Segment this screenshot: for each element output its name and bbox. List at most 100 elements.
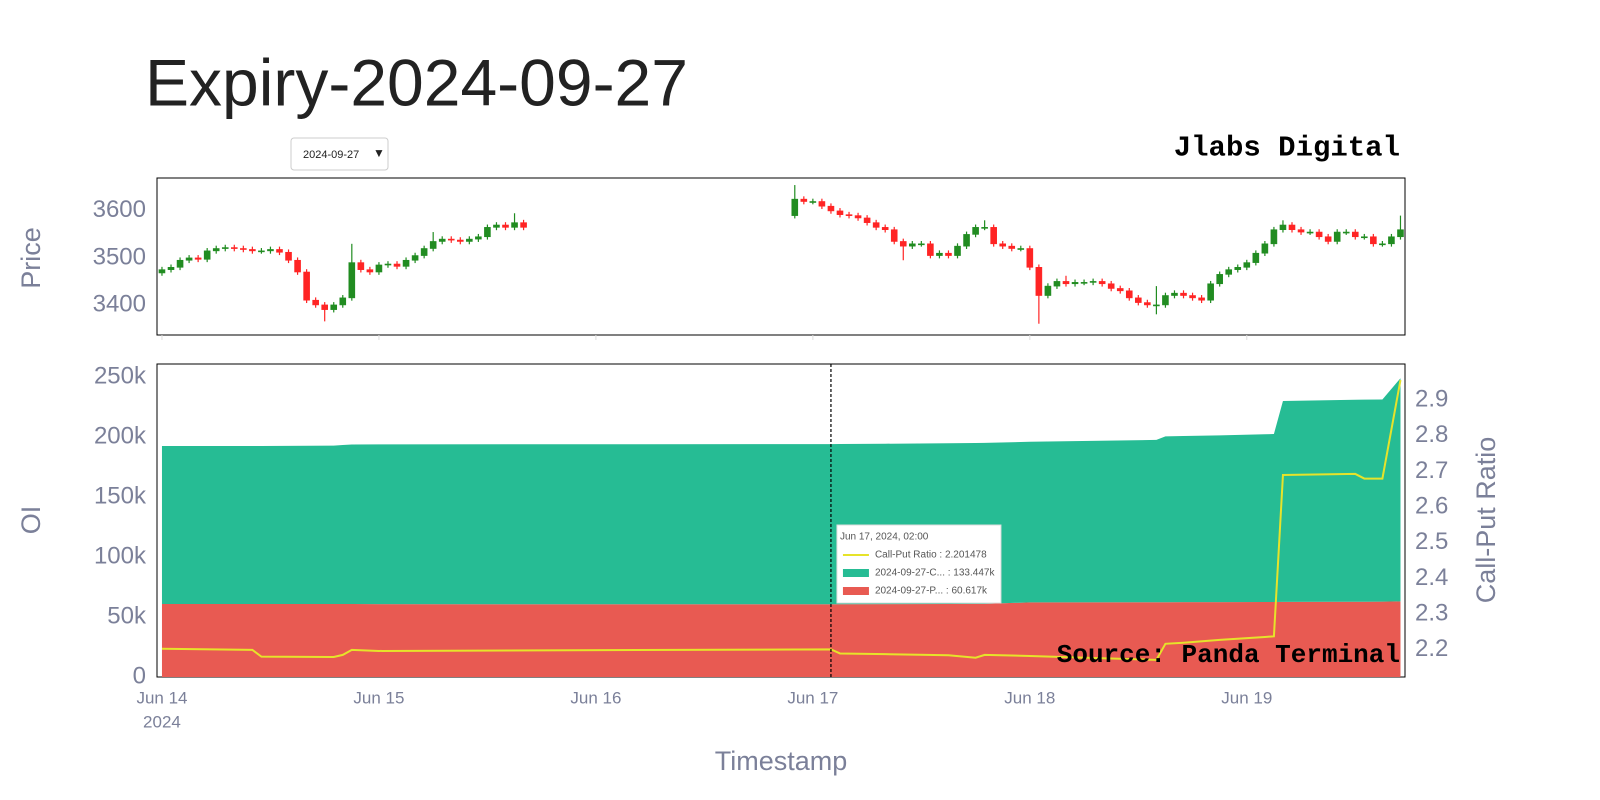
candle-body — [1035, 267, 1043, 296]
candle-body — [981, 227, 988, 229]
y-tick-label: 50k — [107, 602, 147, 629]
candle-body — [1225, 269, 1233, 275]
candle-body — [1216, 274, 1223, 285]
y2-tick-label: 2.7 — [1415, 457, 1448, 484]
y-tick-label: 150k — [94, 482, 147, 509]
candle-body — [447, 238, 455, 241]
candle-body — [249, 249, 256, 252]
candle-body — [1144, 302, 1151, 306]
candle-body — [240, 248, 247, 250]
candle-body — [890, 229, 898, 242]
candle-body — [1315, 231, 1323, 238]
candle-body — [221, 247, 229, 249]
candle-body — [1379, 243, 1386, 246]
candle-body — [294, 259, 301, 273]
candle-body — [1008, 245, 1016, 249]
tooltip-swatch — [842, 587, 869, 595]
candle-body — [909, 243, 916, 247]
candle-body — [800, 198, 808, 202]
candle-body — [1116, 288, 1124, 292]
candle-body — [1180, 292, 1187, 296]
y2-tick-label: 2.2 — [1415, 635, 1448, 662]
candle-body — [1279, 224, 1287, 231]
candle-body — [918, 243, 925, 246]
candle-body — [375, 264, 383, 273]
candle-body — [1125, 290, 1133, 299]
candle-body — [1306, 231, 1314, 234]
candle-body — [1135, 297, 1142, 303]
candle-body — [502, 224, 509, 228]
candle-body — [1026, 248, 1034, 268]
y-tick-label: 3400 — [93, 290, 146, 317]
candle-body — [791, 198, 799, 216]
candle-body — [854, 215, 862, 219]
dropdown[interactable]: 2024-09-27 ▼ — [290, 137, 389, 171]
candle-body — [936, 252, 943, 256]
candle-body — [954, 245, 961, 256]
x-axis-title: Timestamp — [715, 746, 848, 776]
candle-body — [348, 262, 356, 299]
y-axis-title: OI — [16, 506, 46, 535]
x-tick-label: Jun 14 — [136, 688, 187, 707]
candle-body — [927, 243, 934, 256]
dropdown-value[interactable]: 2024-09-27 — [303, 149, 359, 161]
tooltip-row: 2024-09-27-C... : 133.447k — [875, 568, 996, 579]
y-tick-label: 3500 — [93, 243, 146, 270]
candle-body — [312, 299, 319, 306]
candle-body — [276, 249, 283, 253]
candle-body — [185, 257, 193, 261]
candle-body — [330, 304, 338, 310]
candle-body — [1062, 281, 1070, 285]
x-tick-label: Jun 15 — [353, 688, 404, 707]
candle-body — [809, 201, 817, 203]
candle-body — [1397, 229, 1404, 238]
candle-body — [456, 239, 464, 242]
y-axis-title: Price — [16, 227, 46, 289]
y2-tick-label: 2.6 — [1415, 492, 1448, 519]
candle-body — [1288, 224, 1296, 231]
candle-body — [836, 210, 844, 215]
candle-body — [999, 243, 1007, 247]
y-tick-label: 100k — [94, 542, 147, 569]
candle-body — [1044, 285, 1052, 296]
candle-body — [972, 227, 979, 235]
dropdown-box[interactable] — [290, 137, 389, 171]
candle-body — [321, 304, 328, 310]
annotation: Source: Panda Terminal — [1057, 640, 1400, 670]
x-tick-label: Jun 19 — [1221, 688, 1272, 707]
candle-body — [475, 236, 482, 240]
tooltip-swatch — [842, 569, 869, 577]
y2-tick-label: 2.9 — [1415, 385, 1448, 412]
y2-tick-label: 2.3 — [1415, 600, 1448, 627]
candle-body — [366, 269, 374, 273]
dropdown-arrow[interactable]: ▼ — [373, 146, 385, 160]
candle-body — [411, 255, 419, 261]
candle-body — [285, 251, 292, 261]
candle-body — [1234, 267, 1242, 270]
candle-body — [466, 238, 473, 242]
plot-frame — [156, 177, 1406, 336]
candle-body — [963, 234, 970, 247]
candle-body — [230, 247, 238, 249]
candle-body — [1297, 229, 1305, 233]
candle-body — [212, 248, 220, 252]
candle-body — [1342, 231, 1350, 234]
brand: Jlabs Digital — [1174, 132, 1400, 165]
candle-body — [520, 222, 527, 228]
candle-body — [827, 205, 835, 212]
candle-body — [158, 269, 166, 274]
candle-body — [1162, 295, 1169, 306]
candle-body — [393, 263, 401, 267]
candle-body — [1189, 295, 1196, 299]
y2-tick-label: 2.4 — [1415, 564, 1448, 591]
candle-body — [1261, 243, 1269, 254]
candle-body — [1351, 231, 1359, 238]
candle-body — [899, 241, 907, 247]
candle-body — [1089, 281, 1097, 283]
candle-body — [484, 227, 491, 238]
candle-body — [258, 250, 265, 253]
area — [161, 378, 1401, 605]
page-title: Expiry-2024-09-27 — [145, 45, 688, 119]
candle-body — [863, 217, 871, 223]
candle-body — [1270, 229, 1278, 245]
